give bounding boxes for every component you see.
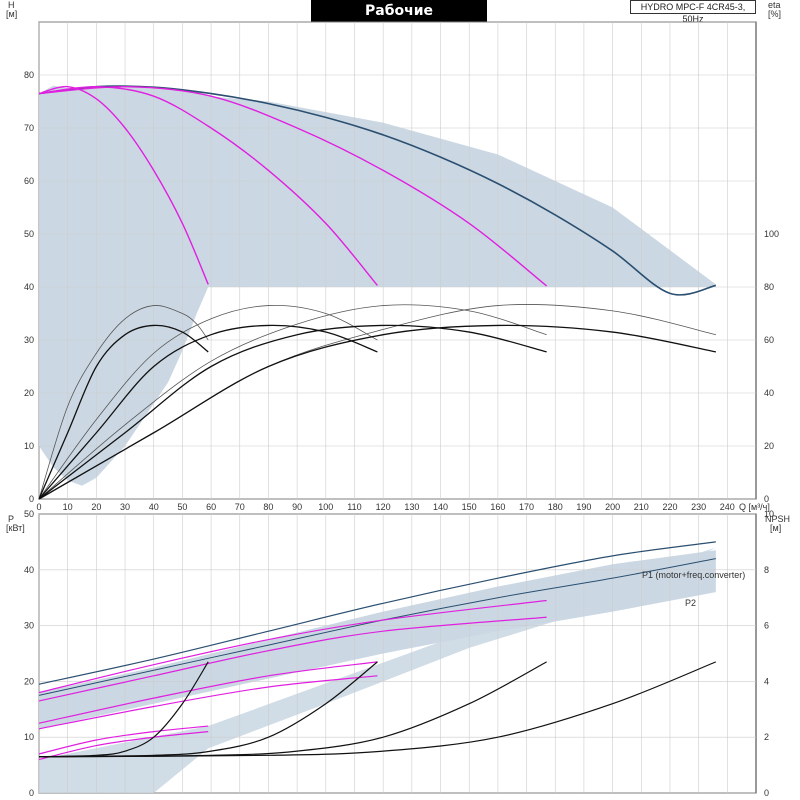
y-tick-label-left: 40 [24,282,34,292]
pump-head-curve [38,85,378,286]
y-tick-label-right: 20 [764,441,774,451]
eta-curve-thin [38,305,209,500]
pump-power-curve [38,599,547,694]
y-tick-label-left: 80 [24,70,34,80]
npsh-curve [38,661,717,758]
x-tick-label: 160 [490,502,505,512]
p-tick-label: 40 [24,565,34,575]
y-tick-label-left: 10 [24,441,34,451]
y-tick-label-left: 0 [29,494,34,504]
pump-head-curve [38,85,548,287]
x-tick-label: 50 [177,502,187,512]
h-axis-unit: [м] [6,9,17,19]
eta-axis-title: eta [768,0,781,10]
x-tick-label: 100 [318,502,333,512]
x-tick-label: 70 [235,502,245,512]
pump-power-curve [38,725,209,755]
eta-curve-thin [38,305,378,500]
eta-axis-unit: [%] [768,9,781,19]
pump-power-curve [38,661,378,724]
x-tick-label: 120 [376,502,391,512]
x-tick-label: 150 [462,502,477,512]
x-tick-label: 10 [63,502,73,512]
p1-curve [38,541,716,685]
p-axis-title: P [8,514,14,524]
pump-power-curve [38,616,547,702]
p-tick-label: 50 [24,509,34,519]
npsh-curve [38,661,209,758]
p-tick-label: 30 [24,621,34,631]
p2-label: P2 [685,598,696,608]
operating-envelope [39,85,716,486]
y-tick-label-right: 0 [764,494,769,504]
power-envelope [39,550,716,729]
x-tick-label: 230 [691,502,706,512]
npsh-tick-label: 10 [764,509,774,519]
npsh-tick-label: 0 [764,788,769,798]
p-tick-label: 10 [24,732,34,742]
p-tick-label: 0 [29,788,34,798]
npsh-tick-label: 6 [764,621,769,631]
npsh-axis-unit: [м] [770,523,781,533]
p1-label: P1 (motor+freq.converter) [642,570,745,580]
y-tick-label-right: 40 [764,388,774,398]
y-tick-label-right: 80 [764,282,774,292]
x-tick-label: 40 [149,502,159,512]
pump-power-curve [38,675,378,730]
y-tick-label-left: 50 [24,229,34,239]
y-tick-label-left: 70 [24,123,34,133]
x-tick-label: 200 [605,502,620,512]
x-tick-label: 110 [347,502,361,512]
x-tick-label: 170 [519,502,534,512]
x-tick-label: 140 [433,502,448,512]
y-tick-label-left: 60 [24,176,34,186]
x-tick-label: 60 [206,502,216,512]
npsh-tick-label: 2 [764,732,769,742]
eta-curve [38,324,378,500]
npsh-tick-label: 8 [764,565,769,575]
eta-curve-thin [38,304,547,500]
npsh-axis-title: NPSH [765,514,790,524]
model-label: HYDRO MPC-F 4CR45-3, 50Hz [630,0,756,24]
pump-head-curve [38,85,209,285]
x-tick-label: 0 [36,502,41,512]
x-axis-label: Q [м³/ч] [739,502,770,512]
p-axis-unit: [кВт] [6,523,25,533]
x-tick-label: 30 [120,502,130,512]
x-tick-label: 240 [720,502,735,512]
pump-power-curve [38,731,209,761]
x-tick-label: 130 [404,502,419,512]
x-tick-label: 190 [576,502,591,512]
y-tick-label-right: 100 [764,229,779,239]
h-axis-title: H [8,0,15,10]
p-tick-label: 20 [24,676,34,686]
x-tick-label: 20 [91,502,101,512]
npsh-tick-label: 4 [764,676,769,686]
y-tick-label-left: 20 [24,388,34,398]
x-tick-label: 210 [634,502,649,512]
eta-curve [38,324,716,500]
eta-curve [38,324,547,500]
y-tick-label-right: 60 [764,335,774,345]
x-tick-label: 220 [662,502,677,512]
y-tick-label-left: 30 [24,335,34,345]
x-tick-label: 180 [548,502,563,512]
x-tick-label: 80 [263,502,273,512]
x-tick-label: 90 [292,502,302,512]
eta-curve [38,324,209,500]
